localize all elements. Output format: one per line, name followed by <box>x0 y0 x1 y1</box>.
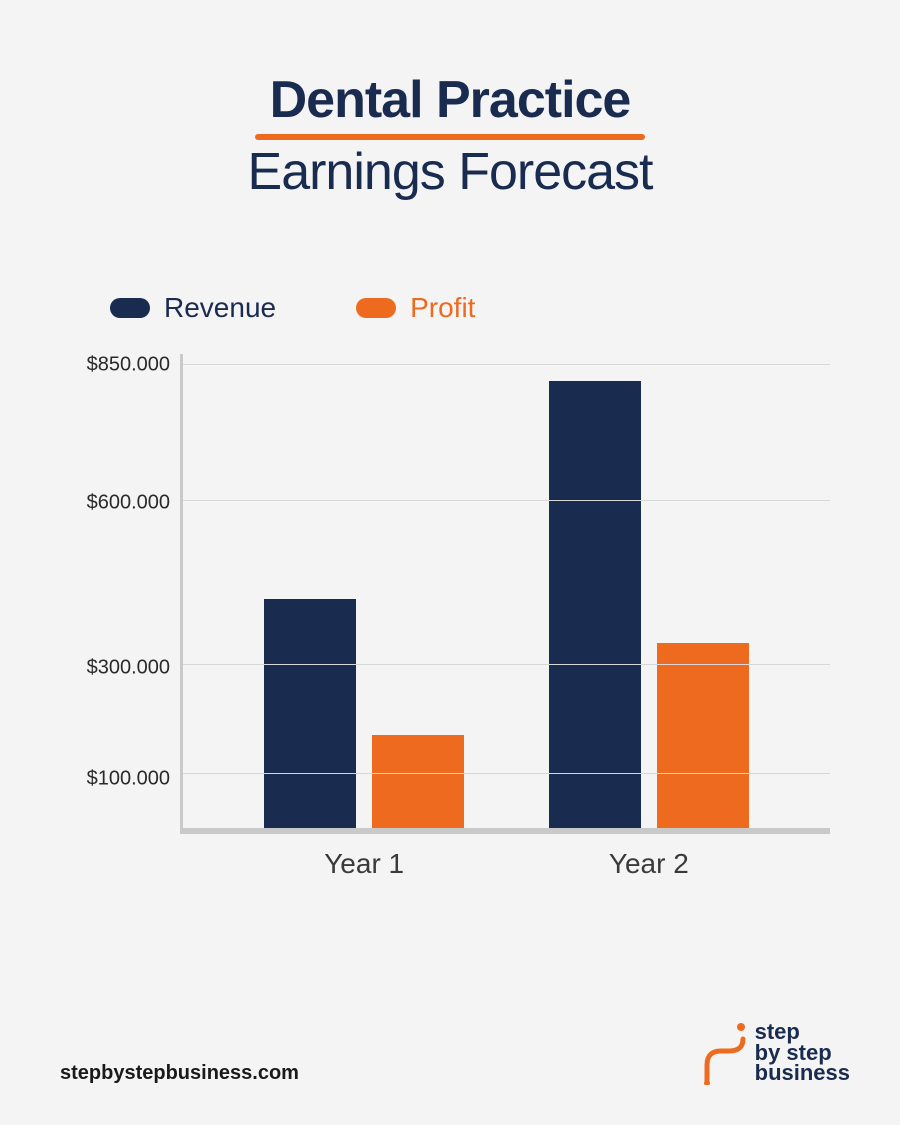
legend-swatch <box>356 298 396 318</box>
legend-label: Profit <box>410 292 475 324</box>
logo-line3: business <box>755 1063 850 1084</box>
logo: step by step business <box>699 1021 850 1085</box>
gridline <box>183 364 830 365</box>
gridline <box>183 773 830 774</box>
footer-url: stepbystepbusiness.com <box>60 1062 299 1085</box>
title-line1-text: Dental Practice <box>270 71 631 129</box>
footer: stepbystepbusiness.com step by step busi… <box>60 1021 850 1085</box>
title-line2: Earnings Forecast <box>0 142 900 202</box>
legend-item-revenue: Revenue <box>110 292 276 324</box>
y-axis-label: $100.000 <box>70 767 170 790</box>
y-axis-label: $300.000 <box>70 657 170 680</box>
bar-year1-revenue <box>264 599 356 828</box>
chart-area: Year 1Year 2 $100.000$300.000$600.000$85… <box>70 354 830 894</box>
x-axis-label: Year 2 <box>609 848 689 880</box>
x-axis-label: Year 1 <box>324 848 404 880</box>
bar-year2-revenue <box>549 381 641 828</box>
legend-swatch <box>110 298 150 318</box>
bar-year1-profit <box>372 735 464 828</box>
header: Dental Practice Earnings Forecast <box>0 0 900 202</box>
bar-year2-profit <box>657 643 749 828</box>
gridline <box>183 500 830 501</box>
legend-label: Revenue <box>164 292 276 324</box>
logo-text: step by step business <box>755 1022 850 1085</box>
legend-item-profit: Profit <box>356 292 475 324</box>
gridline <box>183 664 830 665</box>
y-axis-label: $600.000 <box>70 491 170 514</box>
bars-layer <box>183 354 830 828</box>
logo-mark <box>699 1021 749 1085</box>
title-line1: Dental Practice <box>270 70 631 136</box>
plot: Year 1Year 2 <box>180 354 830 834</box>
y-axis-label: $850.000 <box>70 354 170 377</box>
legend: Revenue Profit <box>0 292 900 324</box>
